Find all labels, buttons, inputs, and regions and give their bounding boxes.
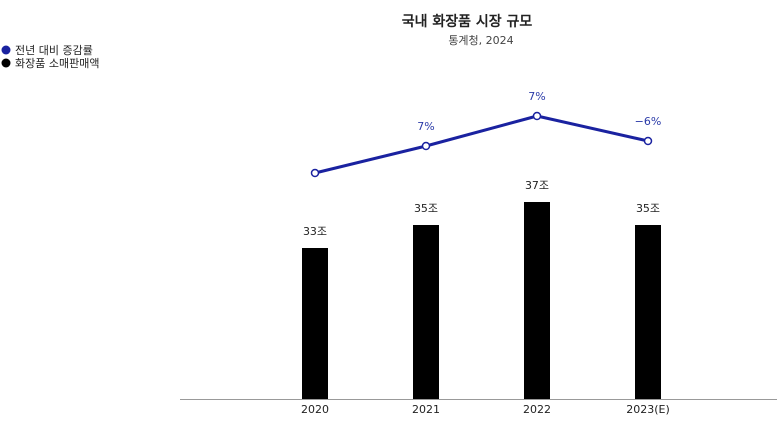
bar-label-2023(E): 35조 xyxy=(636,202,660,215)
growth-line xyxy=(314,114,649,175)
bar-label-2021: 35조 xyxy=(414,202,438,215)
bar-label-2022: 37조 xyxy=(525,179,549,192)
legend-label-sales: 화장품 소매판매액 xyxy=(15,57,99,70)
growth-point-2023(E) xyxy=(643,136,653,146)
growth-line-group xyxy=(310,111,653,178)
bar-label-2020: 33조 xyxy=(303,225,327,238)
x-tick-2023(E): 2023(E) xyxy=(626,403,670,416)
legend-label-growth: 전년 대비 증감률 xyxy=(15,44,93,57)
legend-marker-sales xyxy=(1,58,11,68)
chart-title: 국내 화장품 시장 규모 xyxy=(402,13,533,30)
growth-label-2022: 7% xyxy=(528,90,545,103)
growth-point-2020 xyxy=(310,168,320,178)
bar-2020 xyxy=(302,248,328,399)
bar-2023(E) xyxy=(635,225,661,399)
x-tick-2021: 2021 xyxy=(412,403,440,416)
x-tick-group: 2020 2021 2022 2023(E) xyxy=(301,403,670,416)
bar-2022 xyxy=(524,202,550,399)
growth-point-2021 xyxy=(421,141,431,151)
x-tick-2020: 2020 xyxy=(301,403,329,416)
bar-2021 xyxy=(413,225,439,399)
chart-subtitle: 통계청, 2024 xyxy=(448,34,513,47)
growth-point-2022 xyxy=(532,111,542,121)
x-tick-2022: 2022 xyxy=(523,403,551,416)
legend: 전년 대비 증감률 화장품 소매판매액 xyxy=(1,44,99,70)
bar-group xyxy=(302,202,661,399)
bar-label-group: 33조 35조 37조 35조 xyxy=(303,179,660,238)
growth-label-2023(E): −6% xyxy=(635,115,662,128)
growth-label-2021: 7% xyxy=(417,120,434,133)
line-label-group: 7% 7% −6% xyxy=(417,90,661,133)
legend-marker-growth xyxy=(1,45,11,55)
